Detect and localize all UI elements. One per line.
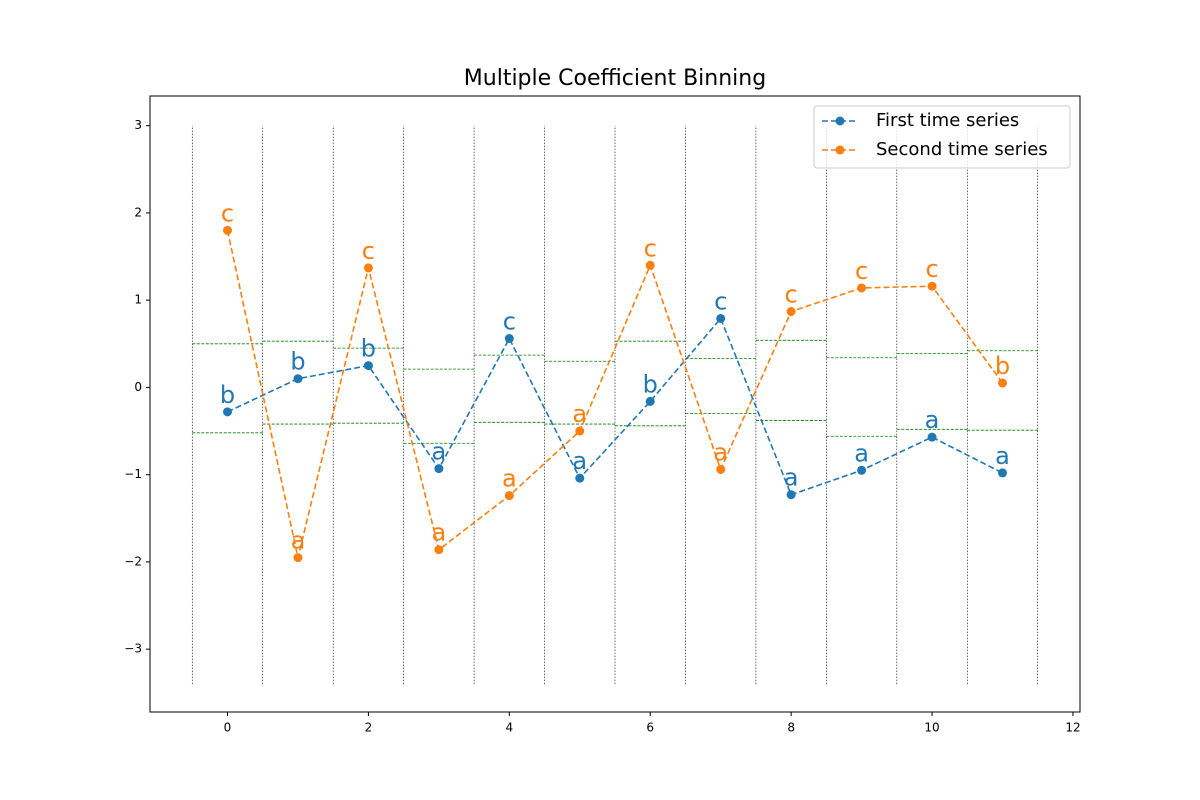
symbol-label: a — [502, 465, 517, 493]
x-tick-label: 2 — [365, 721, 373, 735]
symbol-label: a — [291, 527, 306, 555]
point — [575, 473, 585, 483]
symbol-label: c — [644, 234, 657, 262]
symbol-label: c — [925, 255, 938, 283]
point — [504, 491, 514, 501]
legend-marker — [835, 116, 845, 126]
y-tick-label: 2 — [134, 205, 142, 219]
point — [716, 313, 726, 323]
y-tick-label: 0 — [134, 380, 142, 394]
point — [645, 260, 655, 270]
symbol-label: c — [714, 287, 727, 315]
series-line — [227, 316, 1003, 496]
symbol-label: a — [713, 438, 728, 466]
point — [645, 396, 655, 406]
legend-label: First time series — [876, 110, 1019, 131]
symbol-label: b — [643, 370, 658, 398]
x-tick-label: 0 — [224, 721, 232, 735]
symbol-label: a — [995, 442, 1010, 470]
point — [293, 553, 303, 563]
symbol-label: b — [220, 381, 235, 409]
symbol-label: a — [854, 439, 869, 467]
point — [998, 378, 1007, 388]
x-tick-label: 12 — [1065, 721, 1080, 735]
point — [857, 465, 867, 475]
point — [575, 426, 585, 436]
point — [998, 468, 1007, 478]
symbol-label: c — [503, 308, 516, 336]
symbol-label: a — [925, 406, 940, 434]
point — [293, 374, 303, 384]
x-tick-label: 10 — [924, 721, 939, 735]
y-tick-label: 3 — [134, 118, 142, 132]
symbol-label: a — [784, 464, 799, 492]
point — [786, 490, 796, 500]
series-line — [226, 230, 1004, 558]
symbol-label: c — [855, 257, 868, 285]
point — [363, 361, 373, 371]
point — [434, 464, 444, 474]
symbol-label: b — [290, 348, 305, 376]
legend-label: Second time series — [876, 139, 1048, 160]
y-tick-label: −3 — [124, 642, 142, 656]
symbol-label: a — [432, 438, 447, 466]
point — [434, 545, 444, 555]
symbol-label: c — [785, 281, 798, 309]
symbol-label: a — [432, 519, 447, 547]
y-tick-label: −1 — [124, 467, 142, 481]
symbol-label: b — [995, 352, 1010, 380]
x-tick-label: 4 — [505, 721, 513, 735]
symbol-label: b — [361, 335, 376, 363]
point — [716, 464, 726, 474]
point — [927, 281, 937, 291]
point — [223, 407, 232, 417]
plot-frame — [149, 95, 1081, 713]
point — [786, 307, 796, 317]
legend-marker — [835, 145, 845, 155]
x-tick-label: 8 — [787, 721, 795, 735]
chart-title: Multiple Coefficient Binning — [464, 66, 766, 91]
y-tick-label: −2 — [124, 554, 142, 568]
x-tick-label: 6 — [646, 721, 654, 735]
symbol-label: a — [572, 447, 587, 475]
symbol-label: c — [362, 237, 375, 265]
legend-box — [813, 105, 1071, 169]
y-tick-label: 1 — [134, 293, 142, 307]
point — [857, 283, 867, 293]
point — [223, 225, 232, 235]
point — [363, 263, 373, 273]
symbol-label: a — [572, 400, 587, 428]
symbol-label: c — [221, 199, 234, 227]
point — [504, 334, 514, 344]
point — [927, 432, 937, 442]
